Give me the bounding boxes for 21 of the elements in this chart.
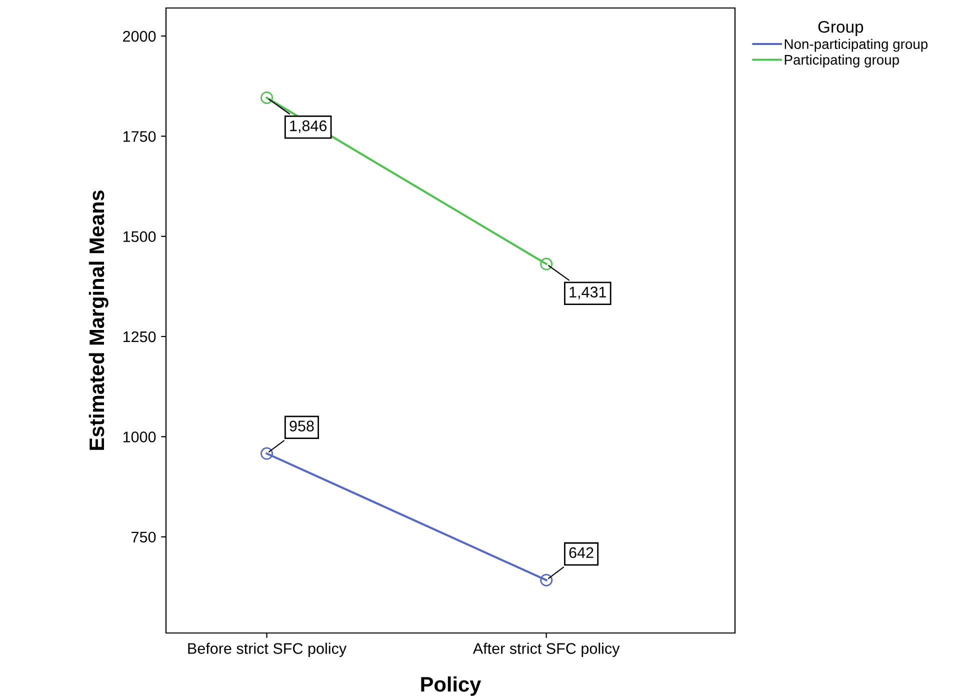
y-tick-label: 750 — [132, 532, 156, 543]
data-label: 642 — [569, 547, 594, 558]
point — [540, 574, 553, 586]
data-label: 1,431 — [570, 286, 606, 300]
x-tick-label: Before strict SFC policy — [188, 642, 347, 657]
y-tick-label: 2000 — [123, 30, 156, 42]
y-axis-title: Estimated Marginal Means — [88, 190, 108, 450]
x-tick-label: After strict SFC policy — [472, 642, 620, 657]
data-label: 958 — [290, 420, 314, 432]
legend-label: Non-participating group — [784, 38, 928, 52]
y-tick-label: 1750 — [123, 131, 156, 142]
legend-title: Group — [818, 20, 864, 36]
x-axis-title: Policy — [421, 676, 482, 696]
y-tick-label: 1250 — [123, 331, 156, 342]
point — [260, 91, 274, 104]
point — [260, 447, 274, 460]
data-label: 1,846 — [290, 120, 327, 134]
y-tick-label: 1500 — [123, 231, 156, 242]
y-tick-label: 1000 — [123, 432, 156, 442]
legend-label: Participating group — [784, 54, 899, 68]
point — [540, 258, 553, 270]
